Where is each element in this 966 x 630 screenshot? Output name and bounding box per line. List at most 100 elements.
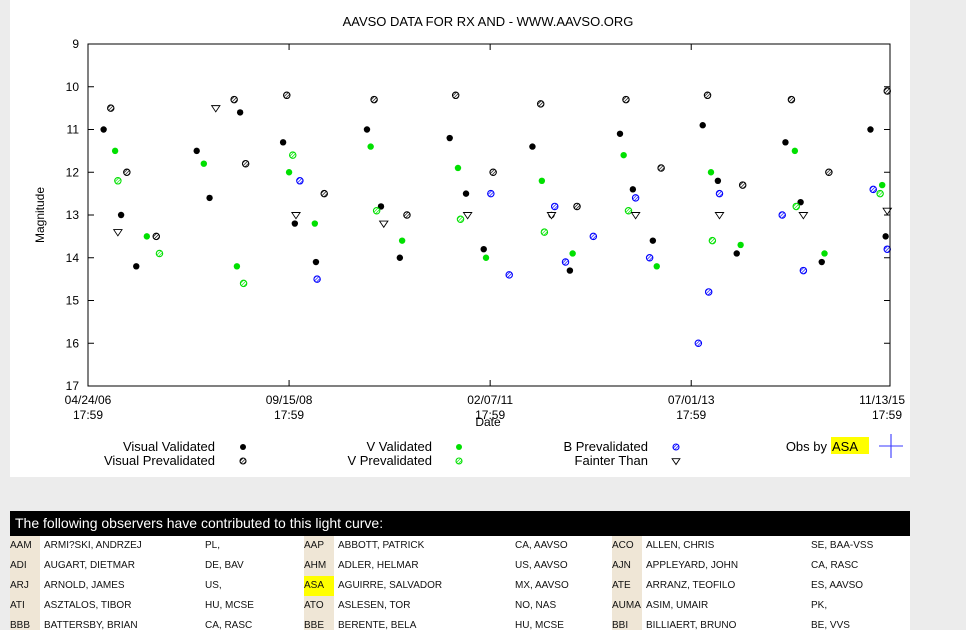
data-point <box>451 91 460 100</box>
observer-code[interactable]: ASA <box>304 576 334 596</box>
observer-affiliation: PL, <box>205 540 221 551</box>
y-axis-label: Magnitude <box>33 187 47 243</box>
legend-label: Fainter Than <box>575 453 648 468</box>
data-point <box>883 245 891 253</box>
x-tick-time-label: 17:59 <box>475 408 505 422</box>
observer-affiliation: DE, BAV <box>205 560 244 571</box>
data-point <box>454 164 462 172</box>
observer-row: ARJ ARNOLD, JAMES US, ASA AGUIRRE, SALVADOR M… <box>10 576 910 596</box>
observer-name: ARNOLD, JAMES <box>44 580 125 591</box>
data-point <box>699 122 706 129</box>
data-point <box>704 288 713 296</box>
data-point <box>233 263 241 270</box>
legend-label: Visual Validated <box>123 439 215 454</box>
observer-affiliation: CA, RASC <box>205 620 253 630</box>
data-point <box>616 130 624 137</box>
obs-by-label: Obs by <box>786 439 828 454</box>
observer-code[interactable]: ATE <box>612 576 642 596</box>
data-point <box>645 254 654 262</box>
data-point <box>561 258 570 266</box>
y-tick-label: 16 <box>66 336 80 350</box>
observer-row: BBB BATTERSBY, BRIAN CA, RASC BBE BERENTE, B… <box>10 616 910 630</box>
data-point <box>480 246 487 253</box>
observer-code[interactable]: AJN <box>612 556 642 576</box>
data-point <box>797 198 804 206</box>
data-point <box>100 126 107 133</box>
data-point <box>320 189 328 198</box>
observer-affiliation: HU, MCSE <box>515 620 564 630</box>
data-point <box>778 211 786 219</box>
observer-affiliation: HU, MCSE <box>205 600 254 611</box>
observer-code[interactable]: ATI <box>10 596 40 616</box>
data-point <box>462 190 470 197</box>
observer-name: ASLESEN, TOR <box>338 600 411 611</box>
data-point <box>733 250 740 257</box>
data-point <box>799 266 808 275</box>
observer-code[interactable]: AAP <box>304 536 334 556</box>
observer-code[interactable]: AHM <box>304 556 334 576</box>
data-point <box>312 258 320 266</box>
data-point <box>114 177 122 185</box>
data-point <box>289 151 297 159</box>
observer-code[interactable]: ACO <box>612 536 642 556</box>
y-tick-label: 13 <box>66 208 80 222</box>
observer-code[interactable]: AAM <box>10 536 40 556</box>
data-point <box>489 168 497 177</box>
observer-affiliation: US, AAVSO <box>515 560 568 571</box>
legend-label: V Validated <box>366 439 432 454</box>
legend-marker <box>455 457 463 465</box>
y-tick-label: 15 <box>66 294 80 308</box>
data-point <box>878 181 886 189</box>
observer-code[interactable]: ATO <box>304 596 334 616</box>
observer-code[interactable]: AUMA <box>612 596 642 616</box>
observer-row: AAM ARMI?SKI, ANDRZEJ PL, AAP ABBOTT, PATRIC… <box>10 536 910 556</box>
observer-code[interactable]: ARJ <box>10 576 40 596</box>
observer-name: AUGART, DIETMAR <box>44 560 135 571</box>
legend-marker <box>239 457 247 465</box>
observer-row: ATI ASZTALOS, TIBOR HU, MCSE ATO ASLESEN, TO… <box>10 596 910 616</box>
observer-code[interactable]: BBE <box>304 616 334 630</box>
data-point <box>821 250 828 257</box>
data-point <box>482 254 490 261</box>
y-tick-label: 11 <box>67 123 80 137</box>
data-point <box>117 211 125 219</box>
observer-affiliation: PK, <box>811 600 828 611</box>
data-point <box>707 169 715 176</box>
data-point <box>296 177 304 185</box>
data-point <box>241 159 250 168</box>
light-curve-panel: AAVSO DATA FOR RX AND - WWW.AAVSO.ORG Ma… <box>10 0 910 477</box>
data-point <box>230 95 238 104</box>
observer-code[interactable]: ADI <box>10 556 40 576</box>
data-point <box>708 236 717 245</box>
observer-affiliation: CA, AAVSO <box>515 540 568 551</box>
legend-label: B Prevalidated <box>563 439 648 454</box>
observer-affiliation: NO, NAS <box>515 600 557 611</box>
legend-marker <box>456 444 462 450</box>
data-point <box>396 254 404 261</box>
data-point <box>825 168 833 177</box>
data-point <box>200 160 208 167</box>
y-tick-label: 10 <box>66 80 80 94</box>
data-point <box>620 151 627 159</box>
axes: 9101112131415161704/24/0617:5909/15/0817… <box>65 37 906 422</box>
x-axis-label: Date <box>475 415 501 429</box>
data-point <box>703 91 712 100</box>
data-point <box>372 206 381 215</box>
data-point <box>155 249 164 258</box>
data-point <box>876 189 884 198</box>
observer-name: ADLER, HELMAR <box>338 560 419 571</box>
data-point <box>239 279 248 288</box>
data-point <box>363 126 371 133</box>
observer-code[interactable]: BBI <box>612 616 642 630</box>
data-point <box>398 237 406 244</box>
data-point <box>798 212 809 220</box>
observer-code[interactable]: BBB <box>10 616 40 630</box>
observer-name: ASIM, UMAIR <box>646 600 709 611</box>
observer-affiliation: US, <box>205 580 222 591</box>
x-tick-label: 02/07/11 <box>467 393 513 407</box>
legend-label: Visual Prevalidated <box>104 453 215 468</box>
observer-name: AGUIRRE, SALVADOR <box>338 580 443 591</box>
data-point <box>206 194 213 202</box>
data-point <box>791 147 799 155</box>
